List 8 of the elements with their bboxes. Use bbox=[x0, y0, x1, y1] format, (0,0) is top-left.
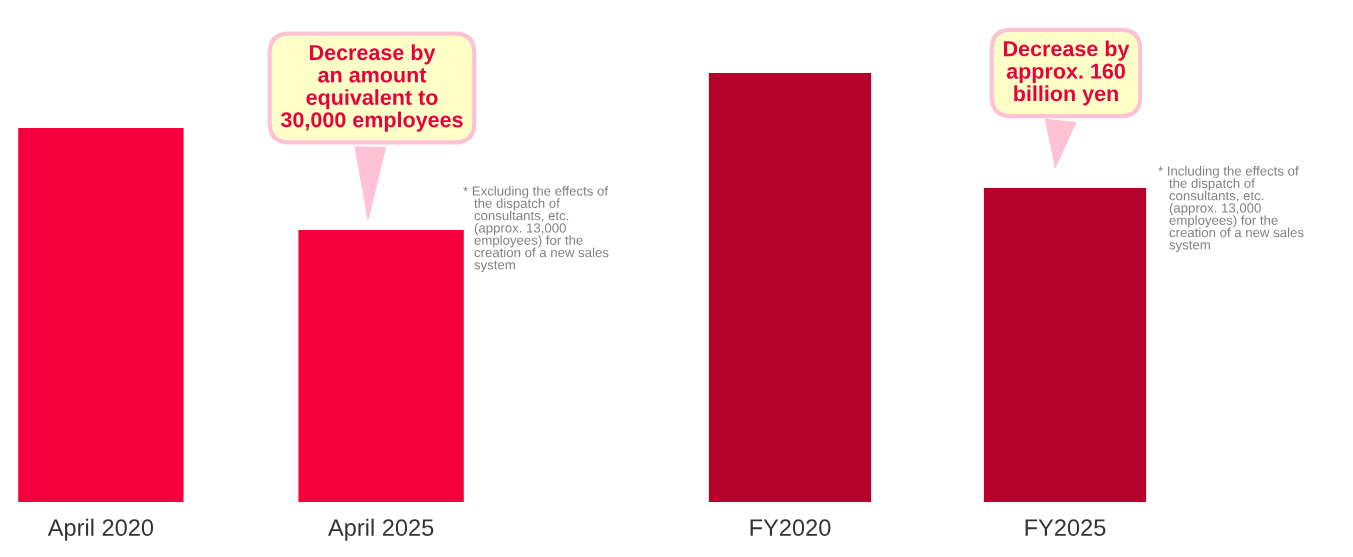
x-tick-label: FY2025 bbox=[1025, 519, 1106, 537]
annotation: Decrease by approx. 160 billion yen bbox=[1004, 40, 1130, 106]
x-tick-label: FY2020 bbox=[750, 519, 831, 537]
annotation: * Excluding the effects of the dispatch of consultants, etc. (approx. 13,000 employees) for the creation of a new sales system bbox=[463, 186, 609, 273]
x-tick-label: April 2020 bbox=[47, 518, 154, 541]
x-tick-label: April 2025 bbox=[328, 518, 434, 541]
annotation: * Including the effects of the dispatch of consultants, etc. (approx. 13,000 employees) for the creation of a new sales system bbox=[1158, 166, 1304, 253]
annotation: Decrease by an amount equivalent to 30,000 employees bbox=[280, 44, 463, 132]
